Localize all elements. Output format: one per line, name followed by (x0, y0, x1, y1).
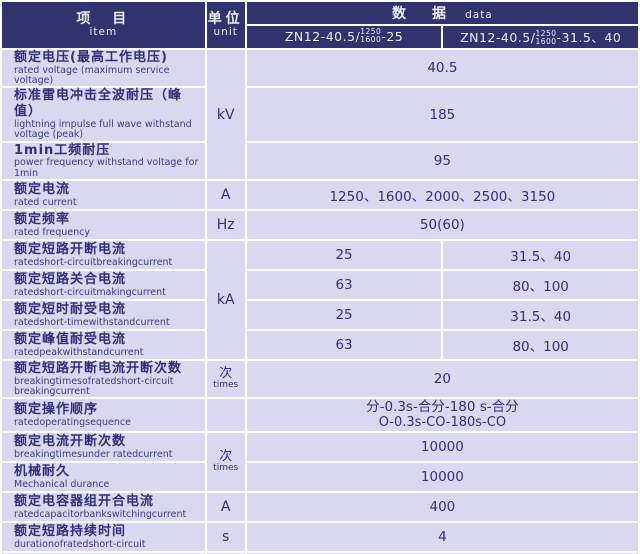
value-mechanical-durance: 10000 (246, 463, 638, 492)
value-breaking-current-2: 31.5、40 (443, 241, 638, 269)
value-peak-withstand-1: 63 (246, 331, 442, 359)
unit-a: A (206, 181, 245, 209)
model-1-suffix: -25 (381, 28, 404, 44)
value-operating-sequence: 分-0.3s-合分-180 s-合分 O-0.3s-CO-180s-CO (246, 399, 638, 432)
table-row-impulse-withstand: 标准雷电冲击全波耐压（峰值） lightning impulse full wa… (2, 88, 638, 141)
value-power-frequency-withstand: 95 (246, 142, 638, 179)
row-label: 额定电流开断次数 breakingtimesunder ratedcurrent (2, 433, 205, 462)
header-data-en: data (465, 9, 493, 22)
unit-s: s (206, 523, 245, 552)
header-model-1: ZN12-40.5/1250 1600 -25 (246, 26, 442, 48)
unit-ka: kA (206, 241, 245, 359)
table-row-rated-voltage: 额定电压(最高工作电压) rated voltage (maximum serv… (2, 50, 638, 179)
table-row-rated-frequency: 额定频率 rated frequency Hz 50(60) (2, 211, 638, 239)
unit-blank (206, 399, 245, 432)
value-short-time-withstand-1: 25 (246, 301, 442, 329)
value-capacitor-bank-switching: 400 (246, 493, 638, 522)
value-making-current-1: 63 (246, 271, 442, 299)
unit-kv: kV (206, 50, 245, 179)
table-row-power-frequency-withstand: 1min工频耐压 power frequency withstand volta… (2, 142, 638, 179)
row-label: 额定电压(最高工作电压) rated voltage (maximum serv… (2, 50, 205, 87)
row-label: 机械耐久 Mechanical durance (2, 463, 205, 492)
table-row-breaking-times-rated-current: 额定电流开断次数 breakingtimesunder ratedcurrent… (2, 433, 638, 492)
row-label: 额定短路持续时间 durationofratedshort-circuit (2, 523, 205, 552)
table-row-short-time-withstand: 额定短时耐受电流 ratedshort-timewithstandcurrent… (2, 301, 638, 329)
header-unit: 单位 unit (206, 2, 245, 48)
unit-times-1: 次 times (206, 361, 245, 398)
unit-hz: Hz (206, 211, 245, 239)
table-row-mechanical-durance: 机械耐久 Mechanical durance 10000 (2, 463, 638, 492)
table-row-breaking-current: 额定短路开断电流 ratedshort-circuitbreakingcurre… (2, 241, 638, 359)
value-peak-withstand-2: 80、100 (443, 331, 638, 359)
header-model-2: ZN12-40.5/1250 1600 -31.5、40 (443, 26, 638, 48)
table-row-rated-current: 额定电流 rated current A 1250、1600、2000、2500… (2, 181, 638, 209)
value-short-time-withstand-2: 31.5、40 (443, 301, 638, 329)
header-unit-en: unit (213, 26, 238, 39)
header-item-en: item (89, 26, 118, 39)
value-rated-frequency: 50(60) (246, 211, 638, 239)
value-short-circuit-duration: 4 (246, 523, 638, 552)
unit-a2: A (206, 493, 245, 522)
row-label: 额定电容器组开合电流 ratedcapacitorbankswitchingcu… (2, 493, 205, 522)
table-row-operating-sequence: 额定操作顺序 ratedoperatingsequence 分-0.3s-合分-… (2, 399, 638, 432)
row-label: 额定短路开断电流 ratedshort-circuitbreakingcurre… (2, 241, 205, 269)
table-row-short-circuit-duration: 额定短路持续时间 durationofratedshort-circuit s … (2, 523, 638, 552)
header-unit-zh: 单位 (207, 11, 244, 28)
row-label: 1min工频耐压 power frequency withstand volta… (2, 142, 205, 179)
value-impulse-withstand: 185 (246, 88, 638, 141)
unit-times-2: 次 times (206, 433, 245, 492)
model-1-fraction: 1250 1600 (360, 27, 382, 45)
header-data: 数 据 data (246, 2, 638, 24)
row-label: 额定电流 rated current (2, 181, 205, 209)
row-label: 额定峰值耐受电流 ratedpeakwithstandcurrent (2, 331, 205, 359)
row-label: 额定频率 rated frequency (2, 211, 205, 239)
header-data-zh: 数 据 (392, 6, 452, 23)
row-label: 额定短路开断电流开断次数 breakingtimesofratedshort-c… (2, 361, 205, 398)
row-label: 标准雷电冲击全波耐压（峰值） lightning impulse full wa… (2, 88, 205, 141)
model-2-prefix: ZN12-40.5/ (460, 30, 536, 46)
row-label: 额定短时耐受电流 ratedshort-timewithstandcurrent (2, 301, 205, 329)
value-breaking-times-rated-current: 10000 (246, 433, 638, 462)
value-breaking-times-short-circuit: 20 (246, 361, 638, 398)
table-row-breaking-times-short-circuit: 额定短路开断电流开断次数 breakingtimesofratedshort-c… (2, 361, 638, 398)
table-row-capacitor-bank-switching: 额定电容器组开合电流 ratedcapacitorbankswitchingcu… (2, 493, 638, 522)
row-label: 额定操作顺序 ratedoperatingsequence (2, 399, 205, 432)
model-2-suffix: -31.5、40 (556, 30, 622, 46)
header-item: 项 目 item (2, 2, 205, 48)
value-making-current-2: 80、100 (443, 271, 638, 299)
value-breaking-current-1: 25 (246, 241, 442, 269)
value-rated-voltage: 40.5 (246, 50, 638, 87)
table-row-peak-withstand: 额定峰值耐受电流 ratedpeakwithstandcurrent 63 80… (2, 331, 638, 359)
model-1-prefix: ZN12-40.5/ (284, 28, 361, 44)
row-label: 额定短路关合电流 ratedshort-circuitmakingcurrent (2, 271, 205, 299)
model-2-fraction: 1250 1600 (535, 28, 557, 46)
header-item-zh: 项 目 (76, 11, 131, 28)
value-rated-current: 1250、1600、2000、2500、3150 (246, 181, 638, 209)
table-row-making-current: 额定短路关合电流 ratedshort-circuitmakingcurrent… (2, 271, 638, 299)
